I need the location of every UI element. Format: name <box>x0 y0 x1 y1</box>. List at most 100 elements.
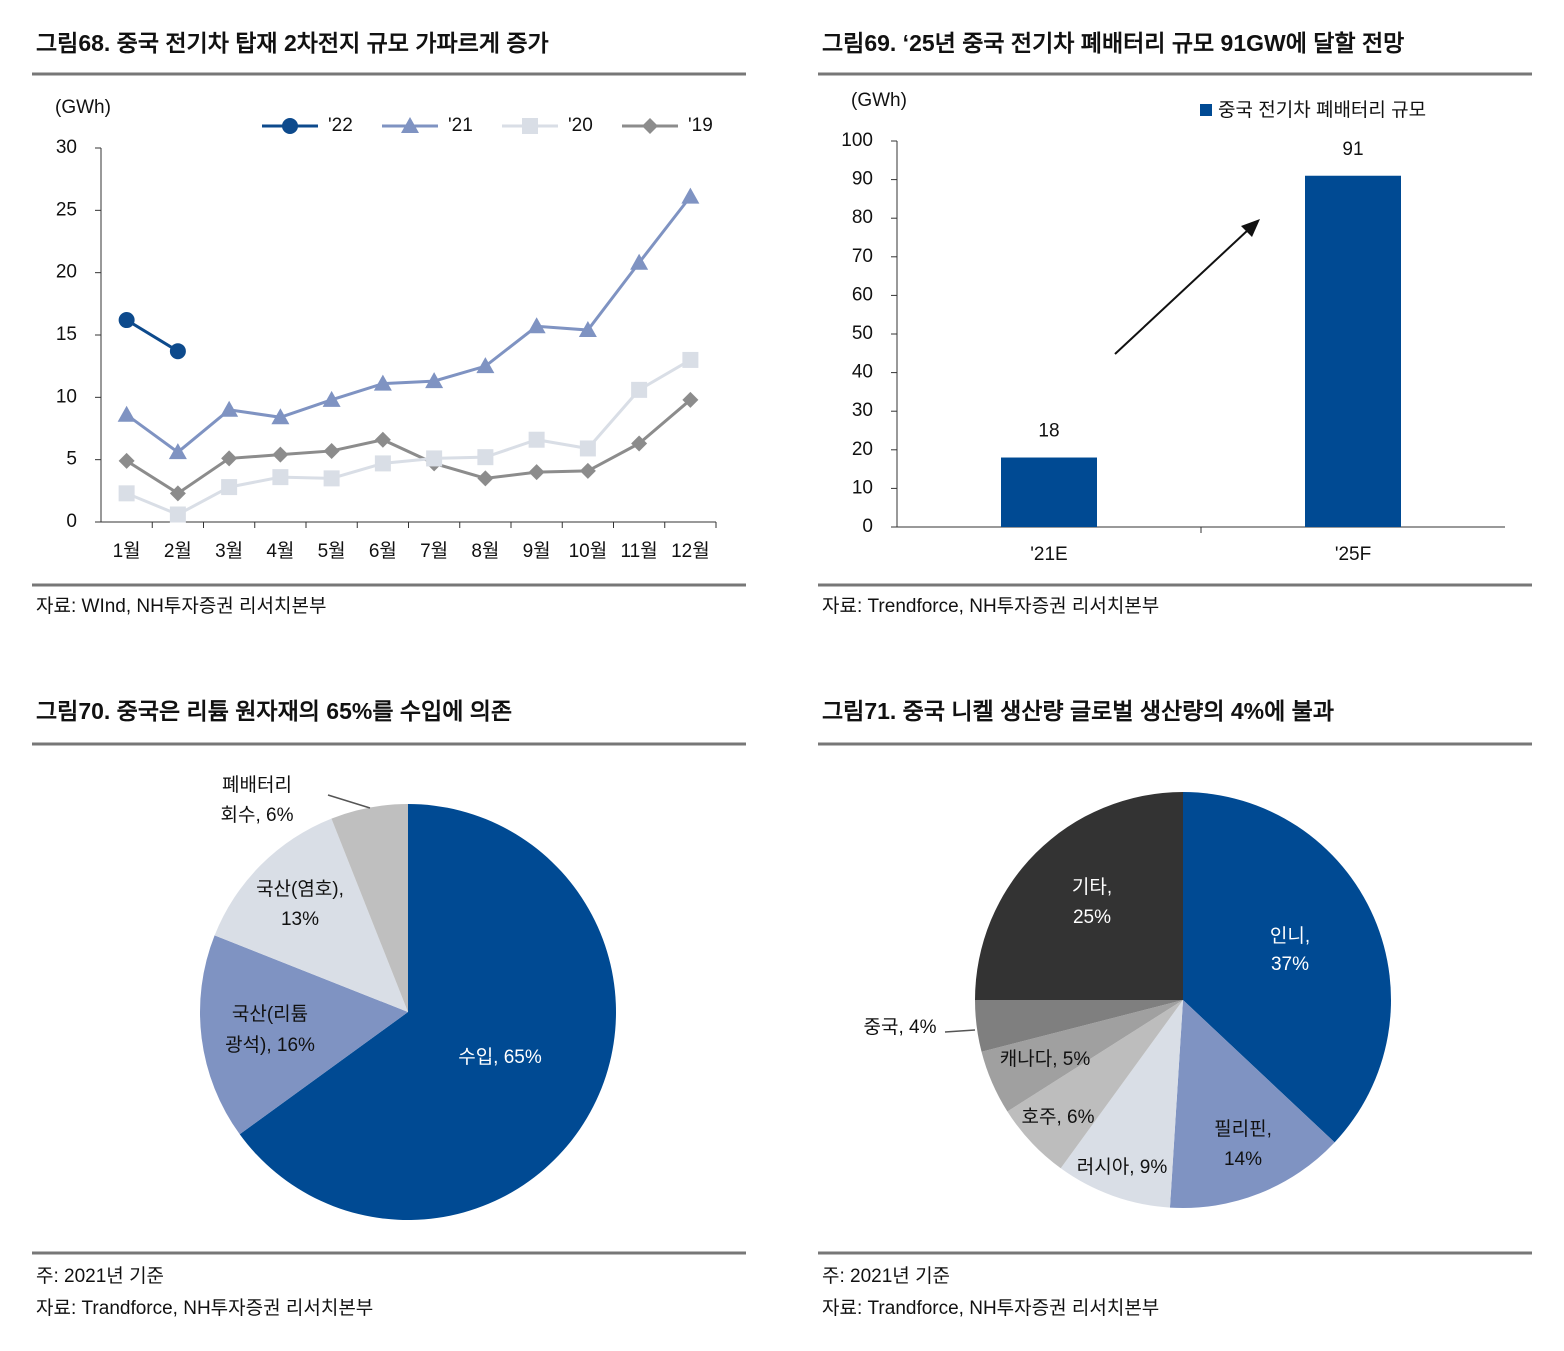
trend-arrow <box>1114 229 1249 355</box>
x-tick-label: 2월 <box>164 540 192 562</box>
slice-label: 폐배터리 <box>222 774 292 796</box>
x-tick-label: 11월 <box>621 540 658 562</box>
y-tick-label: 20 <box>852 439 873 460</box>
marker <box>476 357 495 374</box>
marker <box>631 435 648 452</box>
series-line <box>125 195 692 455</box>
slice-label: 25% <box>1073 907 1111 928</box>
marker <box>282 118 298 134</box>
source: 자료: Trandforce, NH투자증권 리서치본부 <box>36 1297 373 1319</box>
legend-label: '22 <box>328 115 353 136</box>
source: 자료: Trendforce, NH투자증권 리서치본부 <box>822 595 1159 617</box>
marker <box>630 253 649 270</box>
pie-slice <box>975 792 1183 1000</box>
marker <box>425 372 444 389</box>
leader-line <box>944 1029 976 1033</box>
source: 자료: WInd, NH투자증권 리서치본부 <box>36 595 326 617</box>
pie-slice <box>214 818 408 1012</box>
bar <box>1305 175 1401 528</box>
y-tick-label: 0 <box>862 516 873 537</box>
slice-label: 국산(리튬 <box>232 1003 308 1025</box>
slice-label: 37% <box>1271 954 1309 975</box>
source: 자료: Trandforce, NH투자증권 리서치본부 <box>822 1297 1159 1319</box>
pie-slice <box>1183 792 1391 1143</box>
marker <box>373 374 392 391</box>
pie-slice <box>1169 1000 1335 1208</box>
marker <box>681 187 700 204</box>
slice-label: 기타, <box>1072 876 1112 898</box>
marker <box>528 431 545 448</box>
pie-slice <box>975 1000 1183 1052</box>
marker <box>374 455 391 472</box>
marker <box>323 442 340 459</box>
marker <box>477 449 494 466</box>
pie-slice <box>200 935 408 1135</box>
slice-label: 호주, 6% <box>1022 1107 1095 1128</box>
marker <box>272 446 289 463</box>
marker <box>579 462 596 479</box>
y-tick-label: 0 <box>66 511 77 532</box>
y-tick-label: 100 <box>841 130 873 151</box>
x-tick-label: 8월 <box>471 540 499 562</box>
marker <box>522 118 538 134</box>
y-tick-label: 80 <box>852 207 873 228</box>
x-tick-label: '25F <box>1335 544 1371 565</box>
y-tick-label: 40 <box>852 362 873 383</box>
legend-label: 중국 전기차 폐배터리 규모 <box>1218 99 1426 121</box>
pie-slice <box>1007 1000 1183 1169</box>
x-tick-label: '21E <box>1030 544 1067 565</box>
marker <box>322 390 341 407</box>
pie-slice <box>239 804 616 1221</box>
x-tick-label: 12월 <box>671 540 710 562</box>
x-tick-label: 3월 <box>215 540 243 562</box>
x-tick-label: 5월 <box>318 540 346 562</box>
marker <box>272 469 289 486</box>
slice-label: 회수, 6% <box>221 804 294 826</box>
x-tick-label: 6월 <box>369 540 397 562</box>
y-tick-label: 50 <box>852 323 873 344</box>
marker <box>578 321 597 338</box>
chart-title: 그림70. 중국은 리튬 원자재의 65%를 수입에 의존 <box>36 698 512 724</box>
marker <box>117 405 136 422</box>
y-tick-label: 30 <box>56 137 77 158</box>
marker <box>579 440 596 457</box>
y-tick-label: 20 <box>56 262 77 283</box>
y-axis-label: (GWh) <box>55 97 111 118</box>
bar <box>1001 457 1097 527</box>
pie-slice <box>1060 1000 1183 1208</box>
marker <box>271 408 290 425</box>
legend-swatch <box>1200 104 1212 116</box>
legend-label: '19 <box>688 115 713 136</box>
legend-label: '21 <box>448 115 473 136</box>
x-tick-label: 4월 <box>266 540 294 562</box>
note: 주: 2021년 기준 <box>36 1265 164 1287</box>
slice-label: 14% <box>1224 1149 1262 1170</box>
marker <box>169 343 186 360</box>
x-tick-label: 7월 <box>420 540 448 562</box>
x-tick-label: 9월 <box>523 540 551 562</box>
marker <box>118 485 135 502</box>
marker <box>527 317 546 334</box>
y-tick-label: 30 <box>852 400 873 421</box>
marker <box>477 470 494 487</box>
marker <box>374 431 391 448</box>
arrow-head <box>1241 219 1260 237</box>
y-tick-label: 70 <box>852 246 873 267</box>
slice-label: 인니, <box>1270 925 1310 947</box>
slice-label: 수입, 65% <box>458 1046 542 1068</box>
marker <box>118 452 135 469</box>
marker <box>682 391 699 408</box>
series-line <box>125 398 692 496</box>
chart-title: 그림71. 중국 니켈 생산량 글로벌 생산량의 4%에 불과 <box>822 698 1334 724</box>
pie-slice <box>331 804 408 1012</box>
y-tick-label: 15 <box>56 324 77 345</box>
legend-label: '20 <box>568 115 593 136</box>
marker <box>682 351 699 368</box>
marker <box>528 464 545 481</box>
series-line <box>126 358 692 517</box>
marker <box>221 450 238 467</box>
y-axis-label: (GWh) <box>851 90 907 111</box>
marker <box>401 117 419 133</box>
y-tick-label: 25 <box>56 199 77 220</box>
